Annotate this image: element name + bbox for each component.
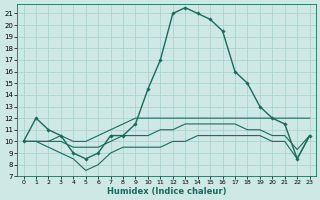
X-axis label: Humidex (Indice chaleur): Humidex (Indice chaleur)	[107, 187, 226, 196]
